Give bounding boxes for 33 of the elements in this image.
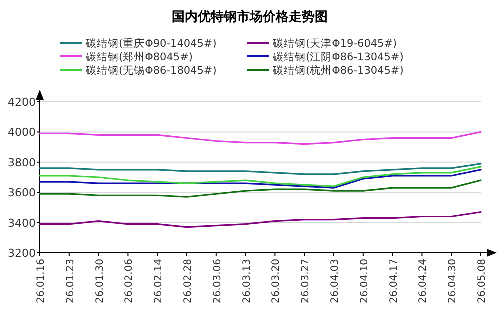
y-tick-label: 4200 <box>8 96 36 109</box>
line-series <box>39 163 482 176</box>
x-tick-label: 26.04.03 <box>330 259 341 304</box>
x-tick-label: 26.02.06 <box>124 259 136 304</box>
line-series <box>39 131 482 146</box>
x-tick-label: 26.02.14 <box>154 259 165 304</box>
x-tick-label: 26.01.30 <box>94 259 106 304</box>
x-tick-label: 26.04.10 <box>359 259 370 304</box>
legend-label: 碳结钢(江阴Φ86-13045#) <box>272 50 404 64</box>
x-tick-label: 26.04.17 <box>388 259 400 304</box>
chart-title: 国内优特钢市场价格走势图 <box>172 9 328 25</box>
y-tick-label: 3600 <box>8 186 36 200</box>
x-tick-label: 26.04.30 <box>448 259 459 304</box>
x-tick-label: 26.03.13 <box>242 259 253 304</box>
line-series <box>39 211 482 228</box>
x-tick-label: 26.05.08 <box>477 259 488 304</box>
x-tick-label: 26.04.24 <box>418 259 430 304</box>
x-tick-label: 26.03.27 <box>300 259 312 304</box>
x-tick-label: 26.01.23 <box>65 259 76 304</box>
line-series <box>39 180 482 198</box>
y-tick-label: 4000 <box>8 126 36 140</box>
x-tick-label: 26.01.16 <box>36 259 47 304</box>
legend-label: 碳结钢(天津Φ19-6045#) <box>272 37 398 50</box>
x-tick-label: 26.03.06 <box>212 259 224 304</box>
x-tick-label: 26.03.20 <box>271 259 282 304</box>
y-tick-label: 3800 <box>8 156 36 170</box>
y-tick-label: 3200 <box>8 247 36 260</box>
y-tick-label: 3400 <box>8 216 36 230</box>
legend-label: 碳结钢(无锡Φ86-18045#) <box>85 64 217 77</box>
legend-label: 碳结钢(郑州Φ8045#) <box>85 50 193 64</box>
x-tick-label: 26.02.28 <box>183 259 194 304</box>
legend-label: 碳结钢(杭州Φ86-13045#) <box>272 64 404 77</box>
legend-label: 碳结钢(重庆Φ90-14045#) <box>85 37 217 50</box>
